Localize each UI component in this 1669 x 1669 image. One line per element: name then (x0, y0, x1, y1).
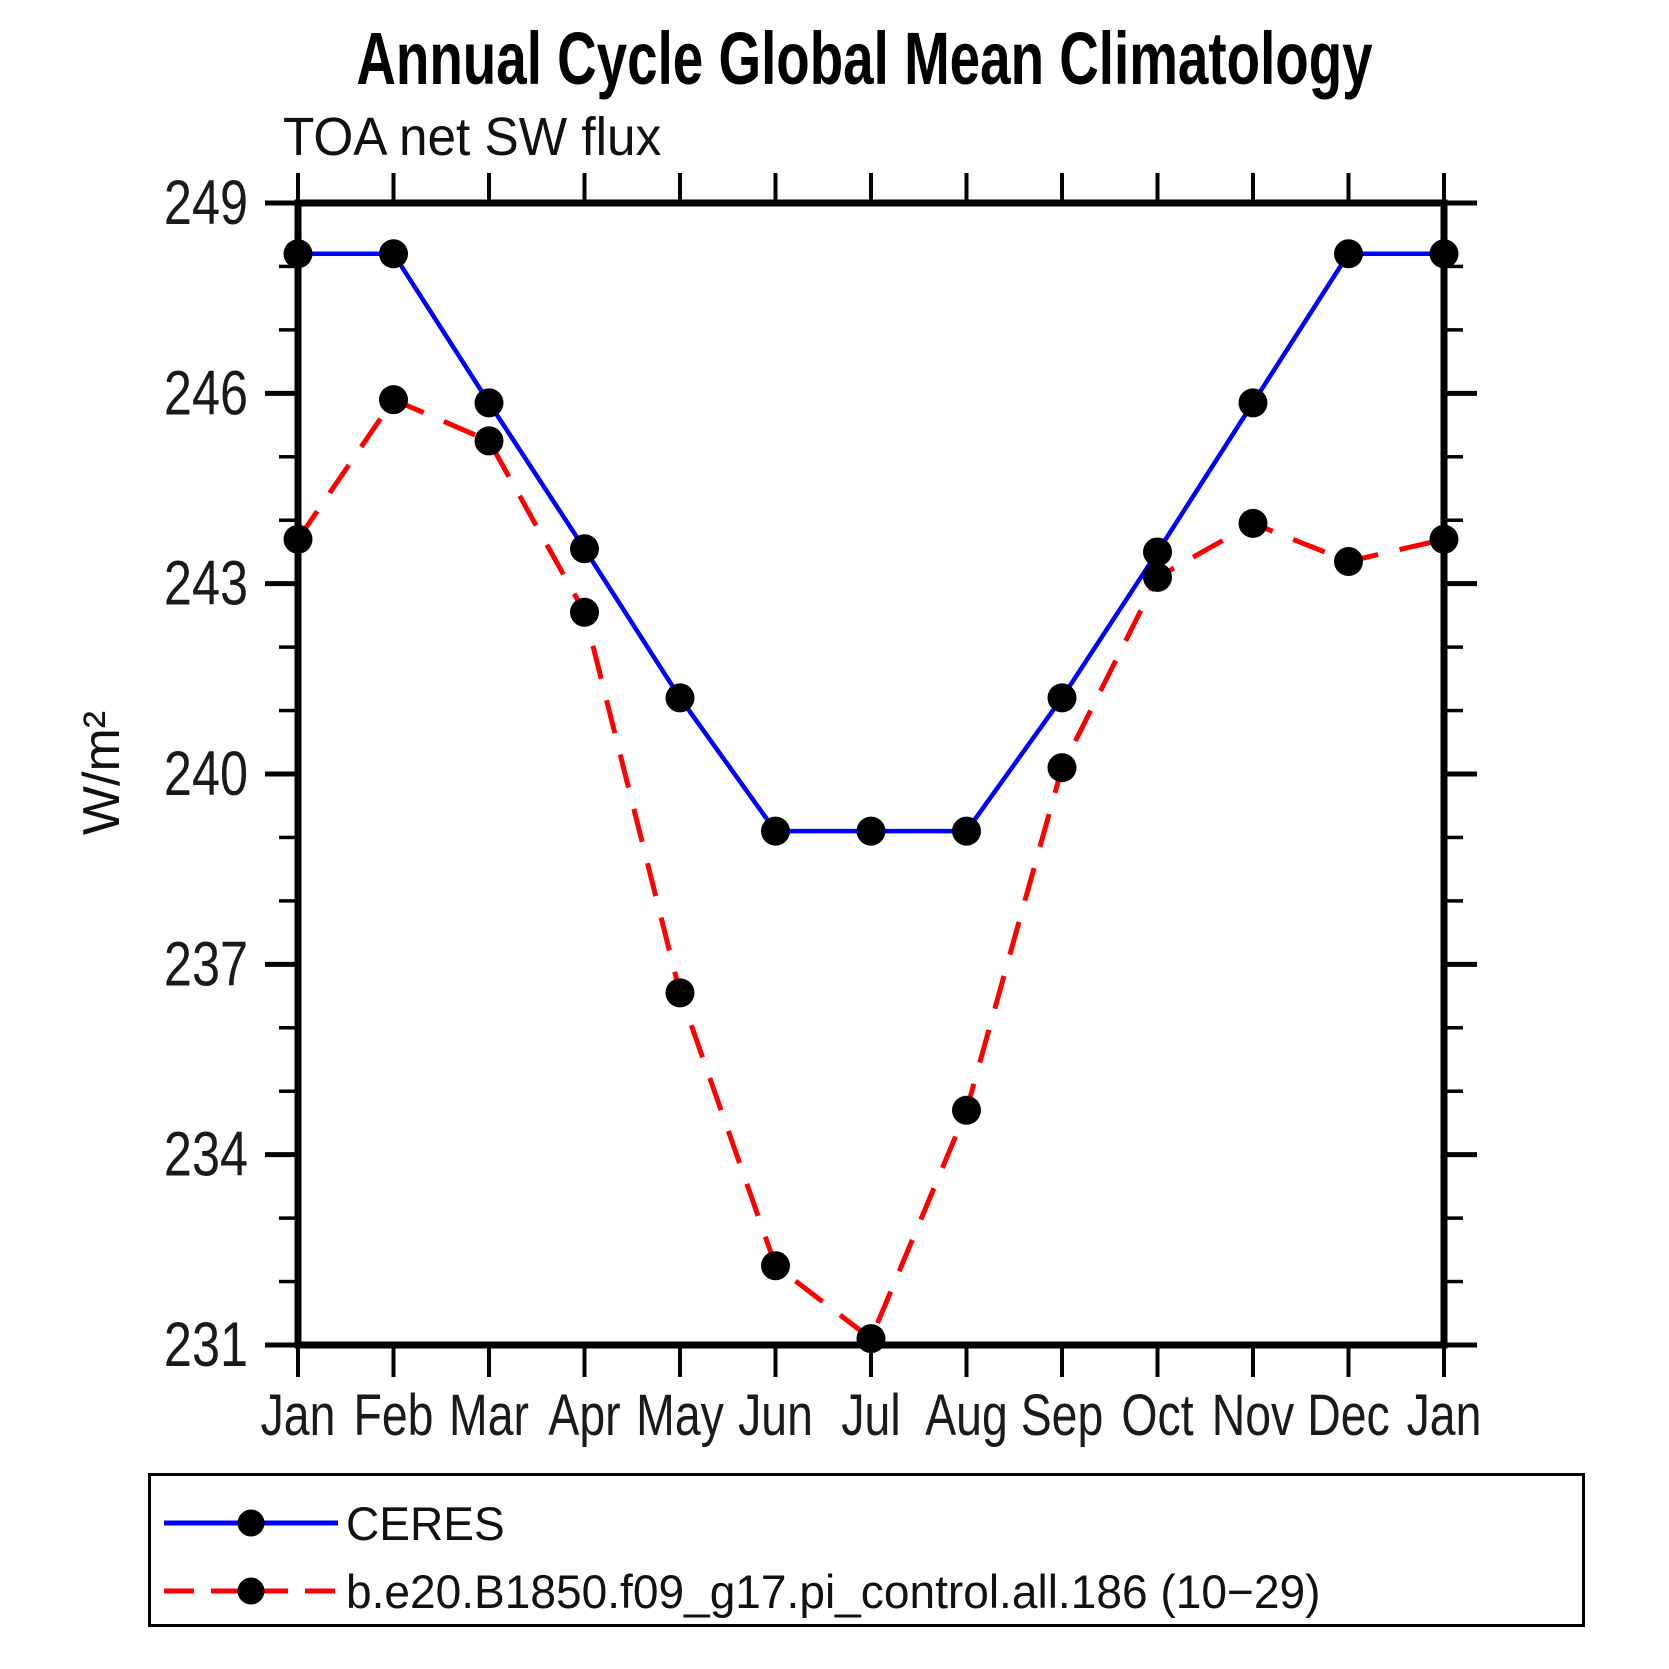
data-point (379, 385, 408, 415)
data-point (1238, 388, 1268, 418)
x-tick-label: Sep (1021, 1383, 1104, 1448)
data-point (1429, 524, 1459, 554)
legend-marker (237, 1509, 265, 1537)
data-point (474, 388, 504, 418)
data-point (1238, 508, 1268, 538)
x-tick-label: Jun (738, 1383, 813, 1448)
data-point (665, 978, 695, 1008)
legend-label-model: b.e20.B1850.f09_g17.pi_control.all.186 (… (346, 1564, 1321, 1618)
y-tick-label: 249 (164, 168, 248, 239)
y-tick-label: 234 (164, 1119, 248, 1190)
data-point (570, 534, 599, 564)
x-tick-label: Dec (1307, 1383, 1390, 1448)
legend-item-ceres: CERES (162, 1497, 508, 1550)
chart-subtitle: TOA net SW flux (283, 107, 662, 167)
legend-dashed-line-sample (164, 1577, 338, 1605)
legend-label-ceres: CERES (346, 1496, 505, 1550)
x-tick-label: Jan (1407, 1383, 1482, 1448)
data-point (1047, 753, 1077, 783)
y-tick-label: 243 (164, 548, 248, 619)
y-tick-label: 231 (164, 1310, 248, 1381)
data-point (856, 1324, 886, 1354)
data-point (474, 426, 504, 456)
data-point (952, 816, 981, 846)
y-tick-label: 246 (164, 358, 248, 429)
data-point (1143, 562, 1172, 592)
data-point (1429, 239, 1459, 269)
data-point (1143, 537, 1172, 567)
data-point (570, 597, 599, 627)
x-tick-label: Aug (925, 1383, 1008, 1448)
data-point (1334, 546, 1363, 576)
data-point (283, 524, 313, 554)
x-tick-label: Jul (841, 1383, 900, 1448)
data-point (379, 239, 408, 269)
data-point (761, 1251, 790, 1281)
data-point (761, 816, 790, 846)
x-tick-label: May (636, 1383, 724, 1448)
x-tick-label: Apr (548, 1383, 620, 1448)
data-point (952, 1095, 981, 1125)
legend-marker (237, 1577, 265, 1605)
data-point (856, 816, 886, 846)
y-tick-label: 237 (164, 929, 248, 1000)
data-point (665, 683, 695, 713)
x-tick-label: Jan (261, 1383, 336, 1448)
data-point (1047, 683, 1077, 713)
data-point (283, 239, 313, 269)
chart-title: Annual Cycle Global Mean Climatology (356, 17, 1373, 100)
x-tick-label: Mar (449, 1383, 529, 1448)
y-tick-label: 240 (164, 739, 248, 810)
x-tick-label: Nov (1212, 1383, 1295, 1448)
series-line-ceres (298, 251, 1444, 834)
legend-item-model: b.e20.B1850.f09_g17.pi_control.all.186 (… (162, 1565, 1340, 1618)
legend-box: CERES b.e20.B1850.f09_g17.pi_control.all… (148, 1473, 1585, 1627)
legend-solid-line-sample (164, 1509, 338, 1537)
series-line-model (295, 396, 1445, 1343)
data-point (1334, 239, 1363, 269)
x-tick-label: Feb (354, 1383, 434, 1448)
x-tick-label: Oct (1121, 1383, 1194, 1448)
